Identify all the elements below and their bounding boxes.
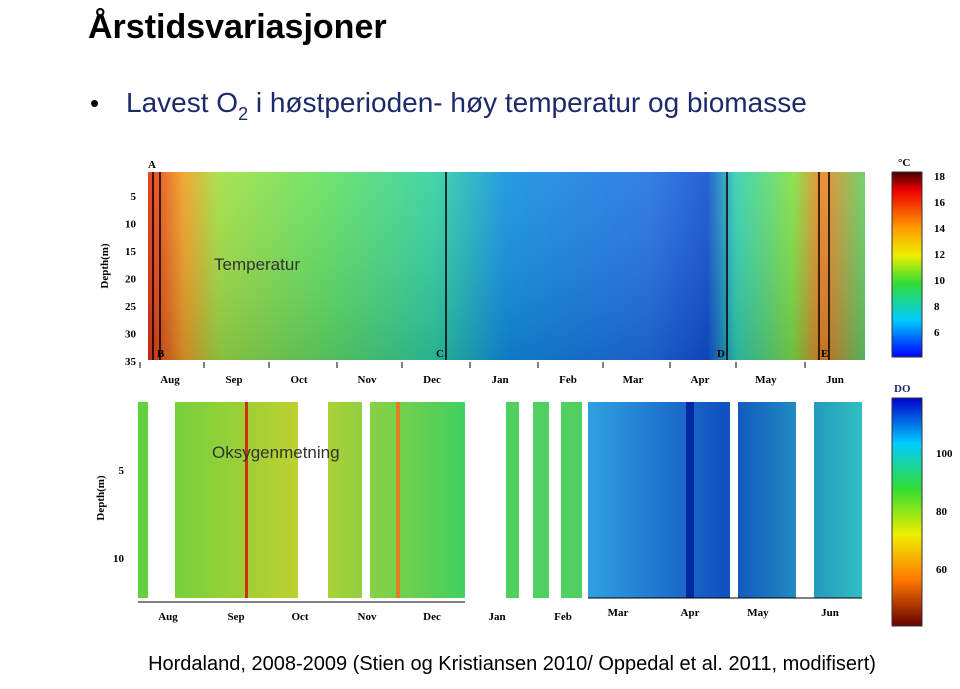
marker: B bbox=[157, 348, 165, 360]
x-tick-label: Sep bbox=[225, 374, 242, 386]
x-tick-label: Jan bbox=[488, 611, 505, 623]
x-tick-label: Apr bbox=[681, 607, 700, 619]
x-tick-label: Feb bbox=[559, 374, 577, 386]
marker: E bbox=[821, 348, 828, 360]
y-tick-label: 25 bbox=[125, 301, 137, 313]
y-tick-label: 10 bbox=[125, 219, 137, 231]
marker: A bbox=[148, 159, 156, 171]
bullet-text: Lavest O bbox=[126, 87, 238, 118]
oxygen-heatmap bbox=[138, 402, 862, 598]
bullet-text: i høstperioden- høy temperatur og biomas… bbox=[248, 87, 807, 118]
x-tick-label: Mar bbox=[608, 607, 629, 619]
y-tick-label: 20 bbox=[125, 274, 137, 286]
y-tick-label: 5 bbox=[119, 465, 125, 477]
colorbar-tick-label: 16 bbox=[934, 197, 946, 209]
y-tick-label: 10 bbox=[113, 553, 125, 565]
y-axis-label: Depth(m) bbox=[99, 243, 111, 289]
x-tick-label: Dec bbox=[423, 611, 441, 623]
colorbar-tick-label: 8 bbox=[934, 301, 940, 313]
colorbar-tick-label: 100 bbox=[936, 448, 953, 460]
heatmap-shade bbox=[148, 172, 865, 360]
colorbar bbox=[891, 171, 923, 358]
colorbar-tick-label: 18 bbox=[934, 171, 946, 183]
panel-label: Oksygenmetning bbox=[212, 443, 340, 462]
x-tick-label: Feb bbox=[554, 611, 572, 623]
y-tick-label: 5 bbox=[131, 191, 137, 203]
x-tick-label: Nov bbox=[358, 611, 377, 623]
x-tick-label: Sep bbox=[227, 611, 244, 623]
y-axis-label: Depth(m) bbox=[95, 475, 107, 521]
x-tick-label: May bbox=[755, 374, 777, 386]
marker-lines bbox=[152, 172, 830, 360]
colorbar-tick-label: 80 bbox=[936, 506, 948, 518]
x-tick-label: Jun bbox=[821, 607, 839, 619]
marker: C bbox=[436, 348, 444, 360]
colorbar-unit: DO bbox=[894, 383, 911, 395]
x-tick-label: Oct bbox=[291, 611, 308, 623]
y-tick-label: 35 bbox=[125, 356, 137, 368]
colorbar-tick-label: 6 bbox=[934, 327, 940, 339]
footer-caption: Hordaland, 2008-2009 (Stien og Kristians… bbox=[148, 653, 876, 675]
x-tick-label: Apr bbox=[691, 374, 710, 386]
colorbar-tick-label: 14 bbox=[934, 223, 946, 235]
bullet-dot: • bbox=[90, 88, 99, 118]
x-tick-label: Aug bbox=[158, 611, 178, 623]
colorbar-tick-label: 60 bbox=[936, 564, 948, 576]
x-tick-label: Jun bbox=[826, 374, 844, 386]
colorbar bbox=[891, 397, 923, 627]
title: Årstidsvariasjoner bbox=[88, 8, 387, 46]
colorbar-tick-label: 10 bbox=[934, 275, 946, 287]
x-tick-label: Mar bbox=[623, 374, 644, 386]
marker: D bbox=[717, 348, 725, 360]
x-tick-label: Nov bbox=[358, 374, 377, 386]
bullet: Lavest O2 i høstperioden- høy temperatur… bbox=[126, 87, 807, 124]
x-tick-label: Oct bbox=[290, 374, 307, 386]
x-tick-label: May bbox=[747, 607, 769, 619]
subscript: 2 bbox=[238, 104, 248, 124]
y-tick-label: 30 bbox=[125, 329, 137, 341]
colorbar-unit: °C bbox=[898, 157, 910, 169]
y-tick-label: 15 bbox=[125, 246, 137, 258]
axes: 5 10 15 20 25 30 35 Aug Sep Oct Nov Dec Jan Feb Mar Apr… bbox=[113, 171, 953, 623]
x-tick-label: Jan bbox=[491, 374, 508, 386]
panel-label: Temperatur bbox=[214, 255, 300, 274]
x-tick-label: Aug bbox=[160, 374, 180, 386]
x-tick-label: Dec bbox=[423, 374, 441, 386]
colorbar-tick-label: 12 bbox=[934, 249, 946, 261]
